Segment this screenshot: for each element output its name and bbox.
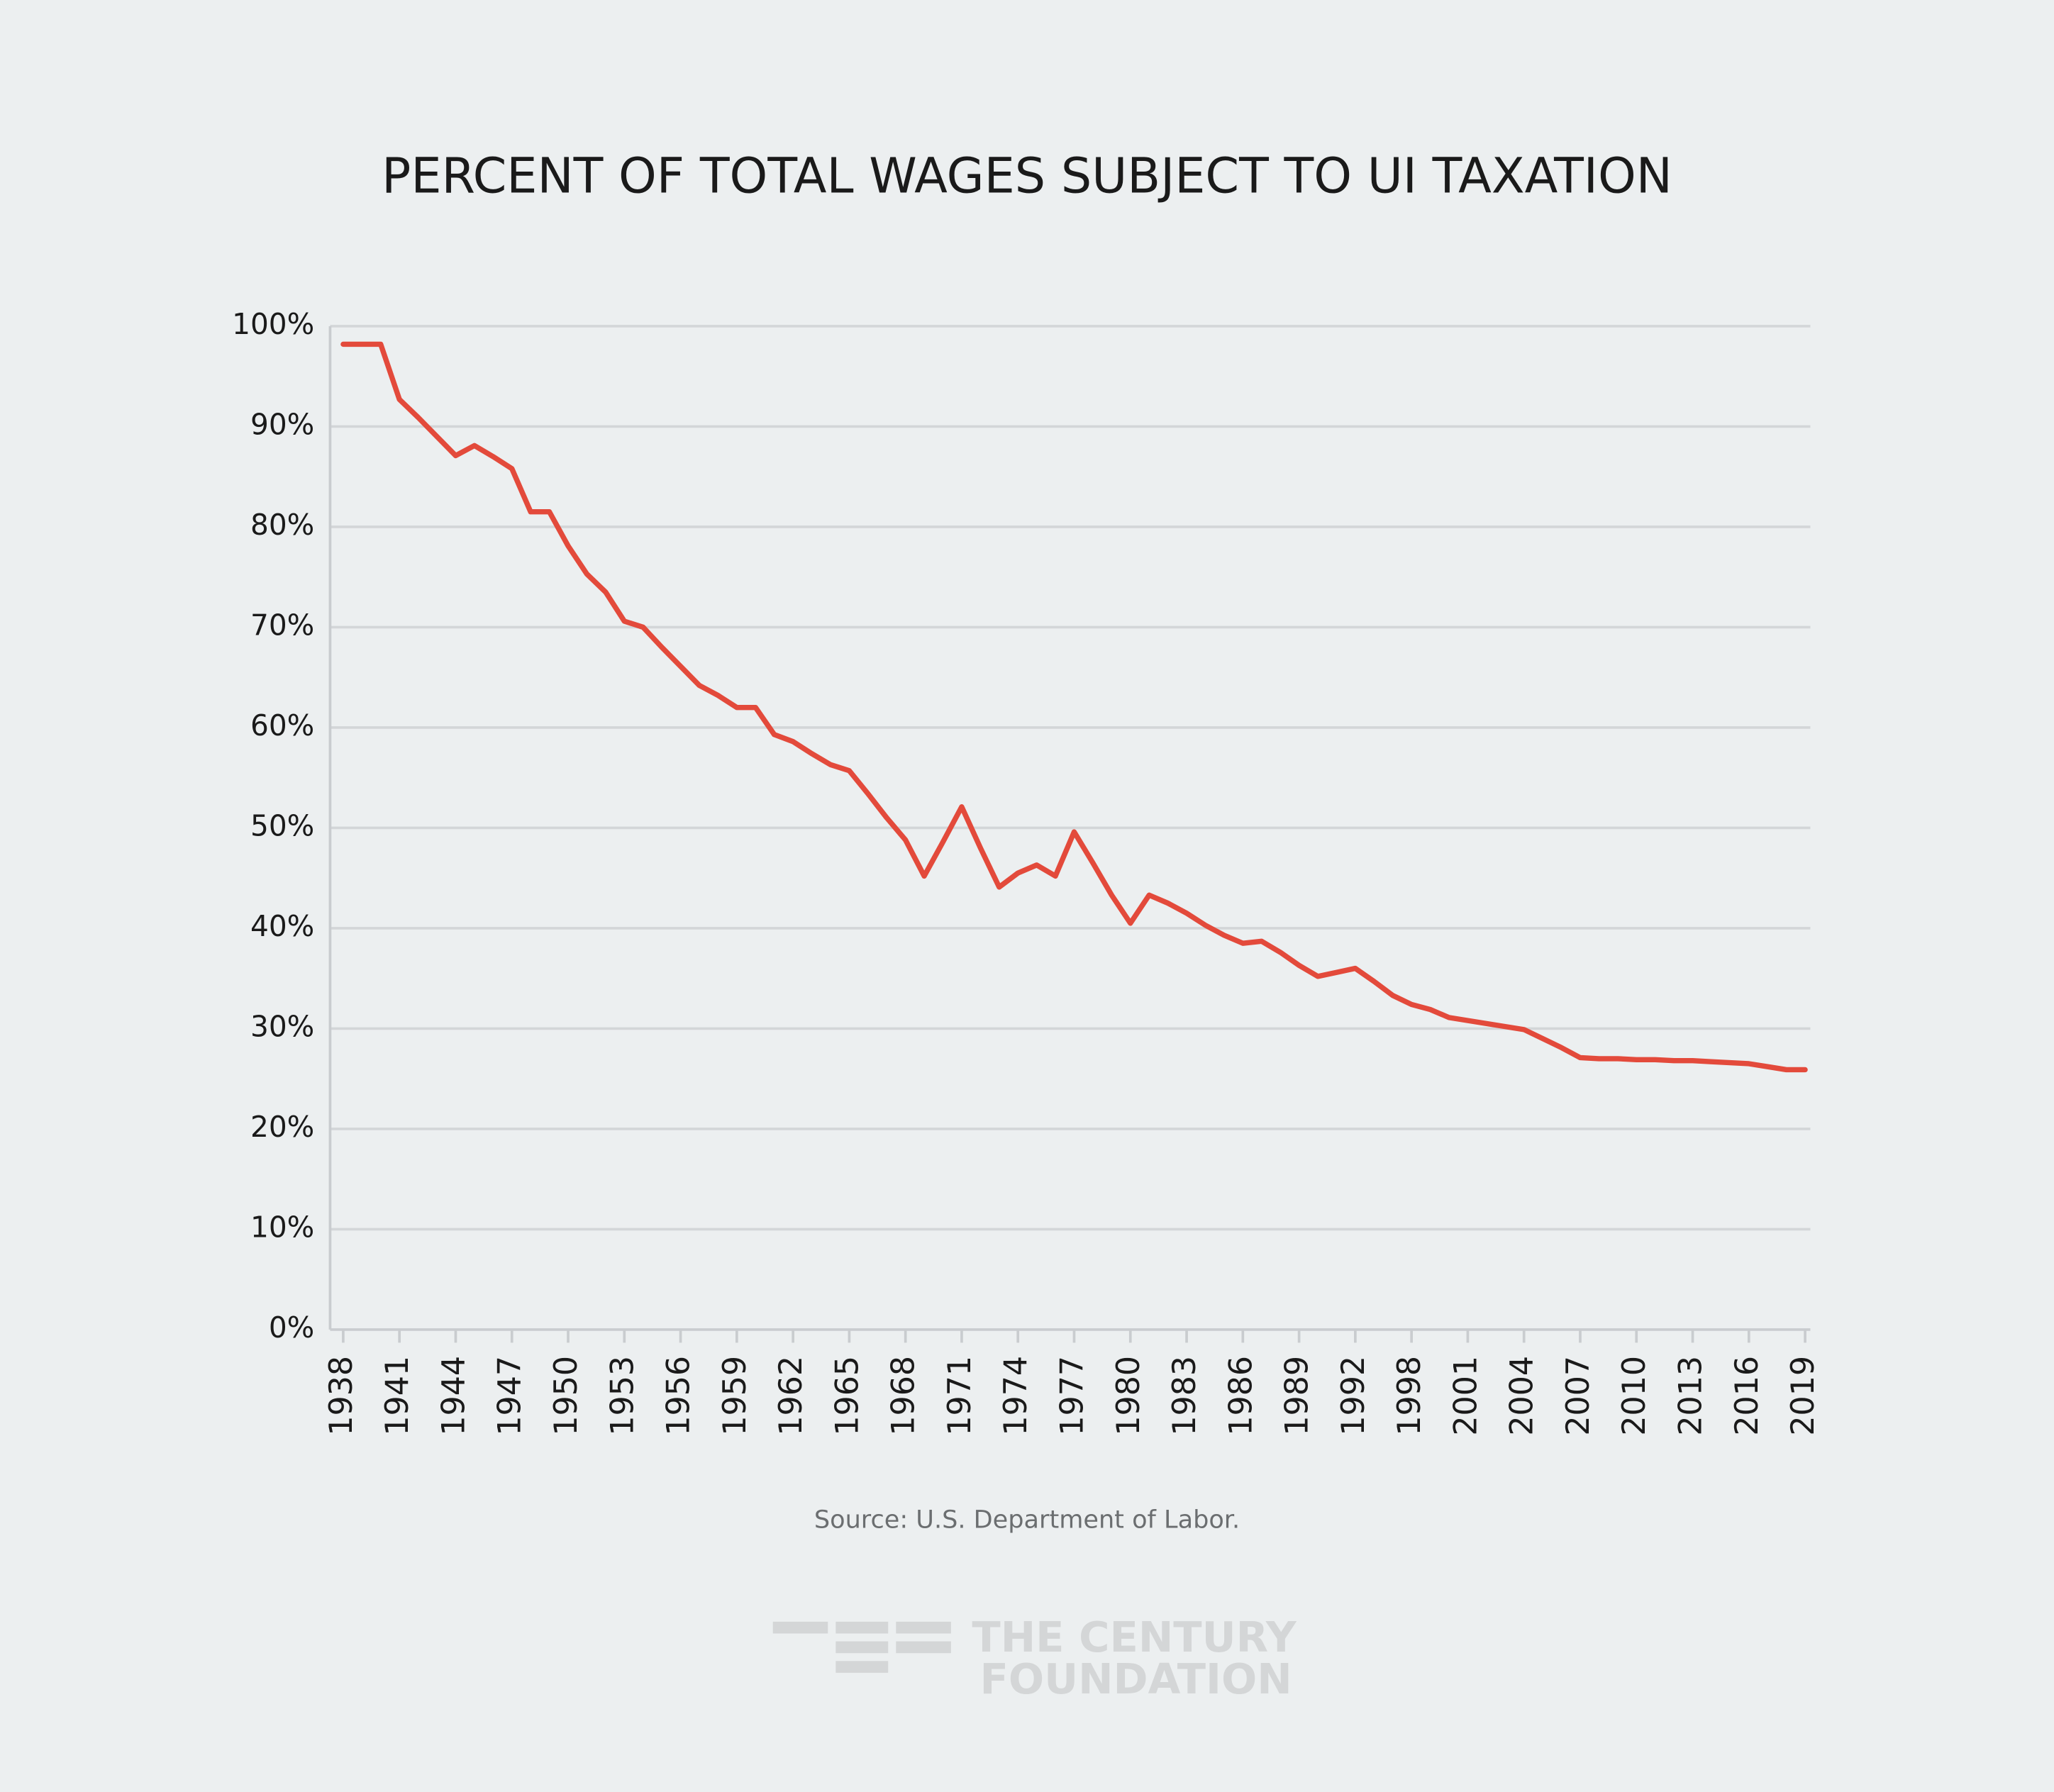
x-tick-label: 1980 bbox=[1111, 1356, 1147, 1436]
x-tick-label: 2019 bbox=[1785, 1356, 1821, 1436]
x-tick-label: 1941 bbox=[379, 1356, 416, 1436]
y-tick-label: 90% bbox=[250, 407, 314, 441]
x-tick-label: 2004 bbox=[1504, 1356, 1540, 1436]
y-tick-label: 30% bbox=[250, 1009, 314, 1043]
y-tick-label: 10% bbox=[250, 1210, 314, 1244]
x-tick-label: 1992 bbox=[1336, 1356, 1372, 1436]
x-tick-label: 1977 bbox=[1054, 1356, 1090, 1436]
y-tick-label: 40% bbox=[250, 909, 314, 943]
x-tick-label: 2001 bbox=[1448, 1356, 1484, 1436]
x-tick-label: 1947 bbox=[492, 1356, 528, 1436]
x-tick-label: 2007 bbox=[1560, 1356, 1597, 1436]
x-tick-label: 1989 bbox=[1279, 1356, 1316, 1436]
x-tick-label: 1983 bbox=[1167, 1356, 1203, 1436]
logo-bar bbox=[772, 1621, 828, 1634]
y-tick-label: 0% bbox=[269, 1310, 314, 1345]
y-tick-label: 70% bbox=[250, 608, 314, 642]
y-tick-label: 100% bbox=[232, 307, 314, 341]
brand-name: THE CENTURY bbox=[972, 1613, 1297, 1662]
logo-bar bbox=[836, 1661, 889, 1673]
logo-bar bbox=[836, 1621, 889, 1634]
x-tick-label: 1968 bbox=[886, 1356, 922, 1436]
data-line bbox=[340, 341, 1808, 1073]
x-tick-label: 1944 bbox=[435, 1356, 472, 1436]
x-tick-label: 1998 bbox=[1392, 1356, 1428, 1436]
x-tick-label: 1959 bbox=[717, 1356, 753, 1436]
x-tick-label: 1986 bbox=[1223, 1356, 1259, 1436]
x-tick-label: 2010 bbox=[1616, 1356, 1653, 1436]
chart-title: PERCENT OF TOTAL WAGES SUBJECT TO UI TAX… bbox=[382, 149, 1672, 205]
y-tick-label: 50% bbox=[250, 808, 314, 842]
brand-name: FOUNDATION bbox=[980, 1654, 1292, 1703]
x-tick-label: 2013 bbox=[1673, 1356, 1709, 1436]
x-tick-label: 1974 bbox=[998, 1356, 1034, 1436]
logo-bar bbox=[836, 1641, 889, 1654]
x-tick-label: 1962 bbox=[773, 1356, 809, 1436]
x-tick-label: 1971 bbox=[942, 1356, 978, 1436]
logo-bar bbox=[896, 1641, 951, 1654]
y-tick-label: 20% bbox=[250, 1110, 314, 1144]
y-tick-label: 80% bbox=[250, 508, 314, 542]
brand-logo bbox=[772, 1621, 951, 1673]
logo-bar bbox=[896, 1621, 951, 1634]
x-tick-label: 1956 bbox=[661, 1356, 697, 1436]
y-tick-label: 60% bbox=[250, 708, 314, 742]
x-tick-label: 1950 bbox=[548, 1356, 584, 1436]
x-tick-label: 1953 bbox=[604, 1356, 640, 1436]
x-tick-label: 1965 bbox=[829, 1356, 865, 1436]
x-tick-label: 2016 bbox=[1729, 1356, 1765, 1436]
x-tick-label: 1938 bbox=[323, 1356, 360, 1436]
source-note: Source: U.S. Department of Labor. bbox=[814, 1506, 1240, 1535]
